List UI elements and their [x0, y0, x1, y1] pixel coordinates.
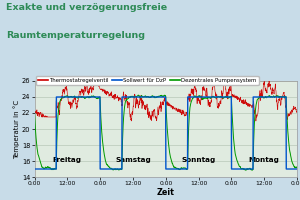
- Text: Montag: Montag: [249, 157, 280, 163]
- Text: Exakte und verzögerungsfreie: Exakte und verzögerungsfreie: [6, 3, 167, 12]
- Legend: Thermostatregelventil, Sollwert für DzP, Dezentrales Pumpensystem: Thermostatregelventil, Sollwert für DzP,…: [36, 76, 259, 85]
- Y-axis label: Temperatur in °C: Temperatur in °C: [14, 99, 20, 159]
- Text: Raumtemperaturregelung: Raumtemperaturregelung: [6, 31, 145, 40]
- X-axis label: Zeit: Zeit: [157, 188, 175, 197]
- Text: Sonntag: Sonntag: [182, 157, 216, 163]
- Text: Samstag: Samstag: [115, 157, 151, 163]
- Text: Freitag: Freitag: [53, 157, 82, 163]
